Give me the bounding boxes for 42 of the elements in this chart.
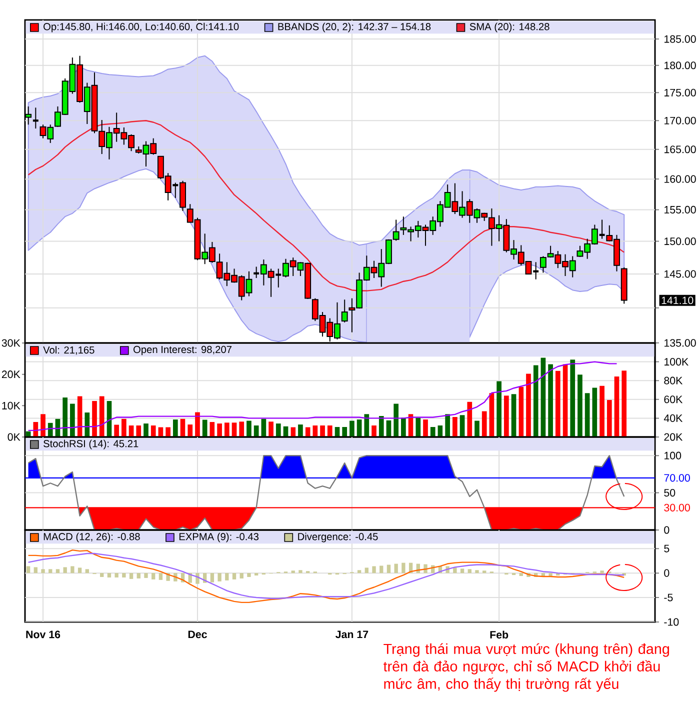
y-tick-label: 135.00: [664, 339, 696, 347]
legend-label: Vol: 21,165: [43, 346, 94, 355]
y-tick-label: 0: [664, 526, 670, 534]
legend-label: Op:145.80, Hi:146.00, Lo:140.60, Cl:141.10: [44, 22, 239, 32]
x-tick-label: Nov 16: [26, 630, 60, 638]
y-tick-label: 185.00: [664, 35, 696, 43]
y2-tick-label: 80K: [664, 376, 683, 384]
y-tick-label: 150.00: [664, 238, 696, 246]
y-tick-label: 180.00: [664, 62, 696, 70]
x-tick-label: Dec: [188, 630, 207, 638]
y-tick-label: 20K: [2, 370, 20, 378]
y-tick-label: -10: [664, 618, 679, 626]
y-tick-label: 30K: [2, 339, 20, 347]
text: Trạng thái mua vượt mức (khung trên) đang trên đà đảo ngược, chỉ số MACD khởi đầu mức âm, cho thấy thị trường rất yếu: [383, 643, 670, 692]
y-tick-label: 10K: [2, 402, 20, 410]
legend-label: SMA (20): 148.28: [470, 22, 550, 32]
legend-label: EXPMA (9): -0.43: [179, 532, 259, 542]
y2-tick-label: 40K: [664, 414, 683, 422]
y-tick-label: 50: [664, 489, 676, 497]
legend-label: StochRSI (14): 45.21: [44, 440, 138, 450]
y-tick-label: 155.00: [664, 206, 696, 214]
y-tick-label: 165.00: [664, 146, 696, 154]
legend-label: Open Interest: 98,207: [134, 346, 232, 356]
text: 141.10: [662, 296, 694, 304]
ref-line-label: 30.00: [664, 504, 690, 512]
y2-tick-label: 100K: [664, 358, 688, 366]
y-tick-label: 160.00: [664, 175, 696, 183]
y-tick-label: -5: [664, 594, 673, 602]
x-tick-label: Jan 17: [336, 630, 368, 638]
y-tick-label: 0K: [8, 433, 20, 441]
x-tick-label: Feb: [490, 630, 508, 639]
legend-label: MACD (12, 26): -0.88: [44, 532, 140, 542]
y-tick-label: 170.00: [664, 116, 696, 124]
ref-line-label: 70.00: [664, 474, 690, 482]
y-tick-label: 100: [664, 452, 682, 460]
y-tick-label: 5: [664, 544, 670, 552]
legend-label: BBANDS (20, 2): 142.37 – 154.18: [278, 22, 431, 32]
y2-tick-label: 60K: [664, 396, 683, 404]
legend-label: Divergence: -0.45: [298, 532, 378, 542]
y-tick-label: 0: [664, 569, 670, 577]
y-tick-label: 145.00: [664, 270, 696, 278]
y-tick-label: 175.00: [664, 88, 696, 96]
